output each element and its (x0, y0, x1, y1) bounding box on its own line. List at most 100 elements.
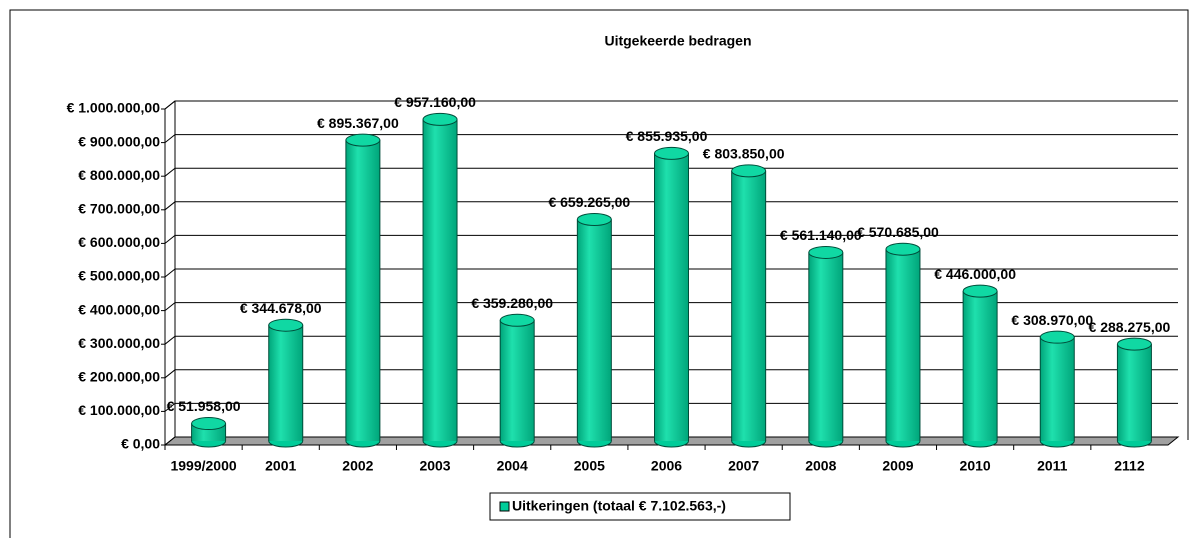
bar-top (885, 242, 921, 256)
value-label: € 803.850,00 (703, 146, 785, 162)
bar-body (963, 291, 998, 441)
value-label: € 570.685,00 (857, 224, 939, 240)
bar-sides (808, 252, 844, 441)
bar-top (422, 112, 458, 126)
value-label: € 561.140,00 (780, 227, 862, 243)
bar-sides (191, 423, 227, 441)
bar-body (500, 320, 535, 441)
bar-sides (731, 170, 767, 441)
bar-top (499, 313, 535, 327)
bar-top (962, 284, 998, 298)
y-tick-label: € 900.000,00 (78, 133, 160, 149)
grid-line (164, 369, 1178, 379)
grid-line (164, 268, 1178, 278)
bar (576, 212, 612, 448)
grid-line (164, 402, 1178, 412)
bar-top (654, 146, 689, 160)
x-tick-label: 2010 (960, 458, 991, 474)
y-tick-label: € 300.000,00 (78, 335, 160, 351)
x-tick-label: 2112 (1114, 458, 1145, 474)
bar (808, 245, 844, 448)
y-tick-label: € 500.000,00 (78, 268, 160, 284)
value-label: € 51.958,00 (167, 398, 241, 414)
value-label: € 659.265,00 (548, 194, 630, 210)
value-label: € 895.367,00 (317, 115, 399, 131)
grid-line (164, 167, 1178, 177)
x-tick-label: 2006 (651, 458, 682, 474)
bar-sides (422, 119, 458, 441)
x-tick-label: 2009 (882, 458, 913, 474)
bar-top (1039, 330, 1075, 344)
y-tick-label: € 200.000,00 (78, 369, 160, 385)
bar-top (345, 133, 381, 147)
bar-sides (576, 219, 612, 441)
bar-body (885, 249, 920, 441)
bar (654, 146, 689, 448)
bar-top (731, 164, 767, 178)
grid-line (164, 335, 1178, 345)
bar (345, 133, 381, 448)
bar (1039, 330, 1075, 448)
bar-top (808, 245, 844, 259)
value-label: € 957.160,00 (394, 94, 476, 110)
grid-line (164, 134, 1178, 143)
y-tick-label: € 0,00 (121, 436, 160, 452)
legend (489, 492, 791, 521)
bar-top (1116, 337, 1152, 351)
bar (499, 313, 535, 448)
bar-sides (885, 249, 921, 441)
bar (191, 417, 227, 448)
value-label: € 359.280,00 (471, 295, 553, 311)
y-tick-label: € 400.000,00 (78, 301, 160, 317)
x-tick-label: 2008 (805, 458, 836, 474)
chart-title: Uitgekeerde bedragen (604, 33, 751, 49)
bar-sides (1039, 337, 1075, 441)
bar-top (268, 318, 304, 332)
y-tick-label: € 600.000,00 (78, 234, 160, 250)
bar-body (808, 252, 843, 441)
bar-body (268, 325, 303, 441)
grid-line (164, 201, 1178, 211)
y-tick-label: € 700.000,00 (78, 201, 160, 217)
x-tick-label: 2011 (1037, 458, 1068, 474)
bar-body (731, 170, 766, 441)
bar-body (423, 119, 458, 442)
x-tick-label: 2007 (728, 458, 759, 474)
bar-sides (654, 153, 689, 441)
y-tick-label: € 100.000,00 (78, 402, 160, 418)
legend-swatch (499, 501, 510, 512)
x-tick-label: 2005 (574, 458, 605, 474)
bar-sides (499, 320, 535, 441)
x-tick-label: 2004 (497, 458, 528, 474)
bar-body (345, 140, 380, 442)
bar-body (1117, 344, 1152, 441)
grid-line (164, 100, 1178, 110)
x-tick-label: 2003 (419, 458, 450, 474)
bar-top (576, 212, 612, 226)
value-label: € 446.000,00 (934, 266, 1016, 282)
bar-body (577, 219, 612, 441)
bar (885, 242, 921, 448)
x-tick-label: 2001 (265, 458, 296, 474)
y-tick-label: € 800.000,00 (78, 167, 160, 183)
x-tick-label: 2002 (342, 458, 373, 474)
x-tick-label: 1999/2000 (170, 458, 236, 474)
bar-body (1040, 337, 1075, 441)
bar (962, 284, 998, 448)
value-label: € 855.935,00 (626, 128, 708, 144)
bar (1116, 337, 1152, 448)
bar-body (654, 153, 689, 442)
bar-sides (345, 140, 381, 441)
bar-sides (268, 325, 304, 441)
value-label: € 308.970,00 (1011, 312, 1093, 328)
grid-line (164, 436, 1178, 446)
bar (422, 112, 458, 448)
bar-top (191, 417, 227, 431)
bar-sides (962, 291, 998, 441)
chart-frame (9, 9, 1189, 538)
value-label: € 288.275,00 (1089, 319, 1171, 335)
bar (731, 164, 767, 448)
bar (268, 318, 304, 448)
legend-label: Uitkeringen (totaal € 7.102.563,-) (512, 498, 726, 514)
